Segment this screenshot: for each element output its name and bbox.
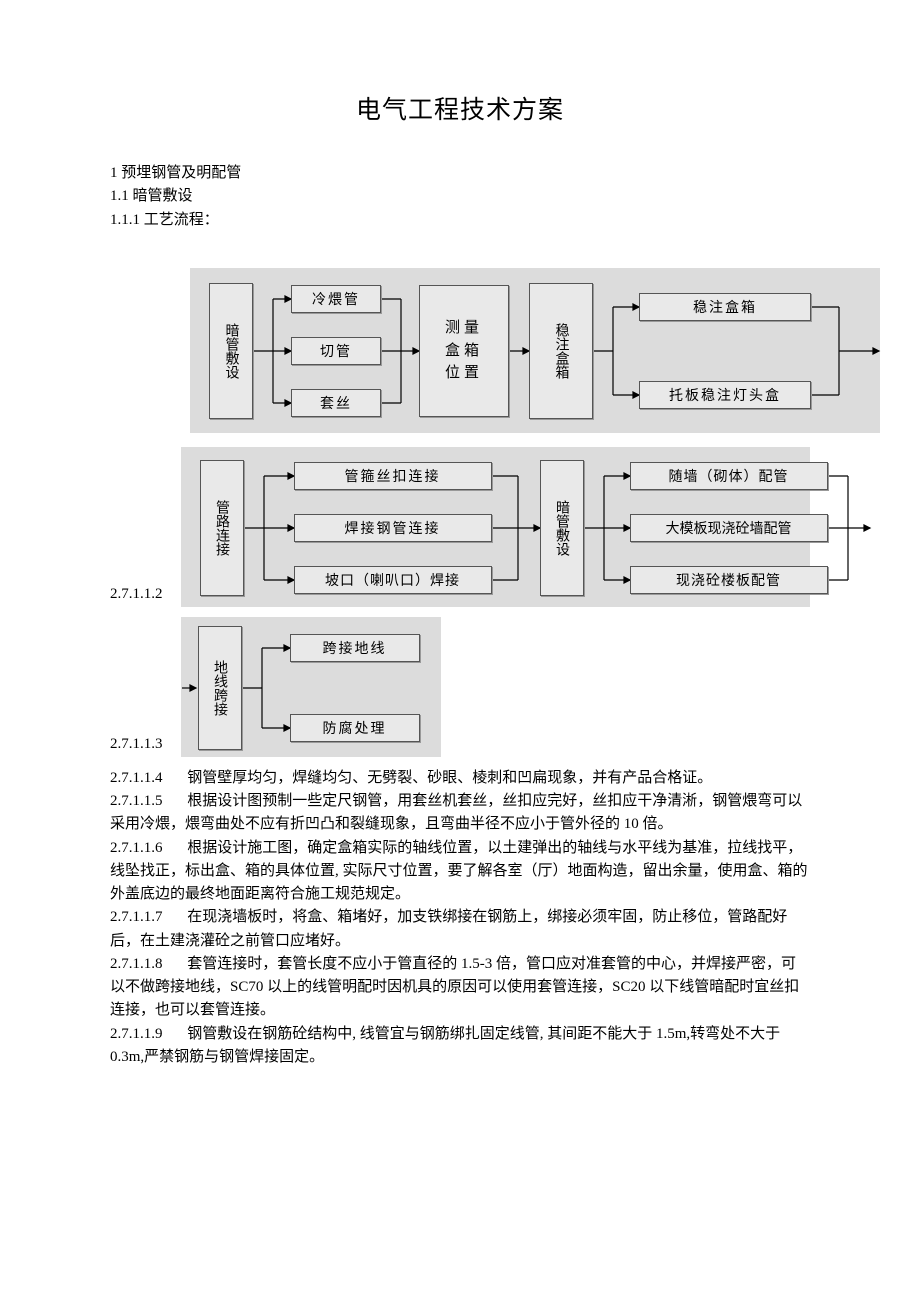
flow1-mid-1: 切管 — [291, 337, 381, 365]
heading-1-1-1: 1.1.1 工艺流程： — [110, 209, 810, 232]
flow2-mid-2: 坡口（喇叭口）焊接 — [294, 566, 492, 594]
para-5: 2.7.1.1.5 根据设计图预制一些定尺钢管，用套丝机套丝，丝扣应完好，丝扣应… — [110, 790, 810, 837]
flow2-mid-0: 管箍丝扣连接 — [294, 462, 492, 490]
flow2-mid-1: 焊接钢管连接 — [294, 514, 492, 542]
heading-1-1: 1.1 暗管敷设 — [110, 185, 810, 208]
flow1-mid-2: 套丝 — [291, 389, 381, 417]
flowchart-1: 暗管敷设 冷煨管 切管 套丝 测量盒箱位置 稳注盒箱 稳注盒箱 托板稳注灯头盒 — [190, 268, 880, 433]
heading-1: 1 预埋钢管及明配管 — [110, 162, 810, 185]
para-7: 2.7.1.1.7 在现浇墙板时，将盒、箱堵好，加支铁绑接在钢筋上，绑接必须牢固… — [110, 906, 810, 953]
side-number-3: 2.7.1.1.3 — [110, 736, 163, 757]
flow1-right-0: 稳注盒箱 — [639, 293, 811, 321]
para-6: 2.7.1.1.6 根据设计施工图，确定盒箱实际的轴线位置，以土建弹出的轴线与水… — [110, 837, 810, 907]
flow1-stable: 稳注盒箱 — [529, 283, 593, 419]
document-page: 电气工程技术方案 1 预埋钢管及明配管 1.1 暗管敷设 1.1.1 工艺流程： — [0, 0, 920, 1129]
flow2-right-2: 现浇砼楼板配管 — [630, 566, 828, 594]
flow3-left: 地线跨接 — [198, 626, 242, 750]
flow1-right-1: 托板稳注灯头盒 — [639, 381, 811, 409]
flow3-right-1: 防腐处理 — [290, 714, 420, 742]
flowchart-3: 地线跨接 跨接地线 防腐处理 — [181, 617, 441, 757]
para-9: 2.7.1.1.9 钢管敷设在钢筋砼结构中, 线管宜与钢筋绑扎固定线管, 其间距… — [110, 1023, 810, 1070]
flowchart-2: 管路连接 管箍丝扣连接 焊接钢管连接 坡口（喇叭口）焊接 暗管敷设 随墙（砌体）… — [181, 447, 811, 607]
flow2-right-1: 大模板现浇砼墙配管 — [630, 514, 828, 542]
flow3-right-0: 跨接地线 — [290, 634, 420, 662]
flow2-next: 暗管敷设 — [540, 460, 584, 596]
flow2-left: 管路连接 — [200, 460, 244, 596]
page-title: 电气工程技术方案 — [110, 90, 810, 126]
para-8: 2.7.1.1.8 套管连接时，套管长度不应小于管直径的 1.5-3 倍，管口应… — [110, 953, 810, 1023]
flow1-left: 暗管敷设 — [209, 283, 253, 419]
flow1-measure: 测量盒箱位置 — [419, 285, 509, 417]
para-4: 2.7.1.1.4 钢管壁厚均匀，焊缝均匀、无劈裂、砂眼、棱刺和凹扁现象，并有产… — [110, 767, 810, 790]
flow1-mid-0: 冷煨管 — [291, 285, 381, 313]
flow2-right-0: 随墙（砌体）配管 — [630, 462, 828, 490]
side-number-2: 2.7.1.1.2 — [110, 586, 163, 607]
